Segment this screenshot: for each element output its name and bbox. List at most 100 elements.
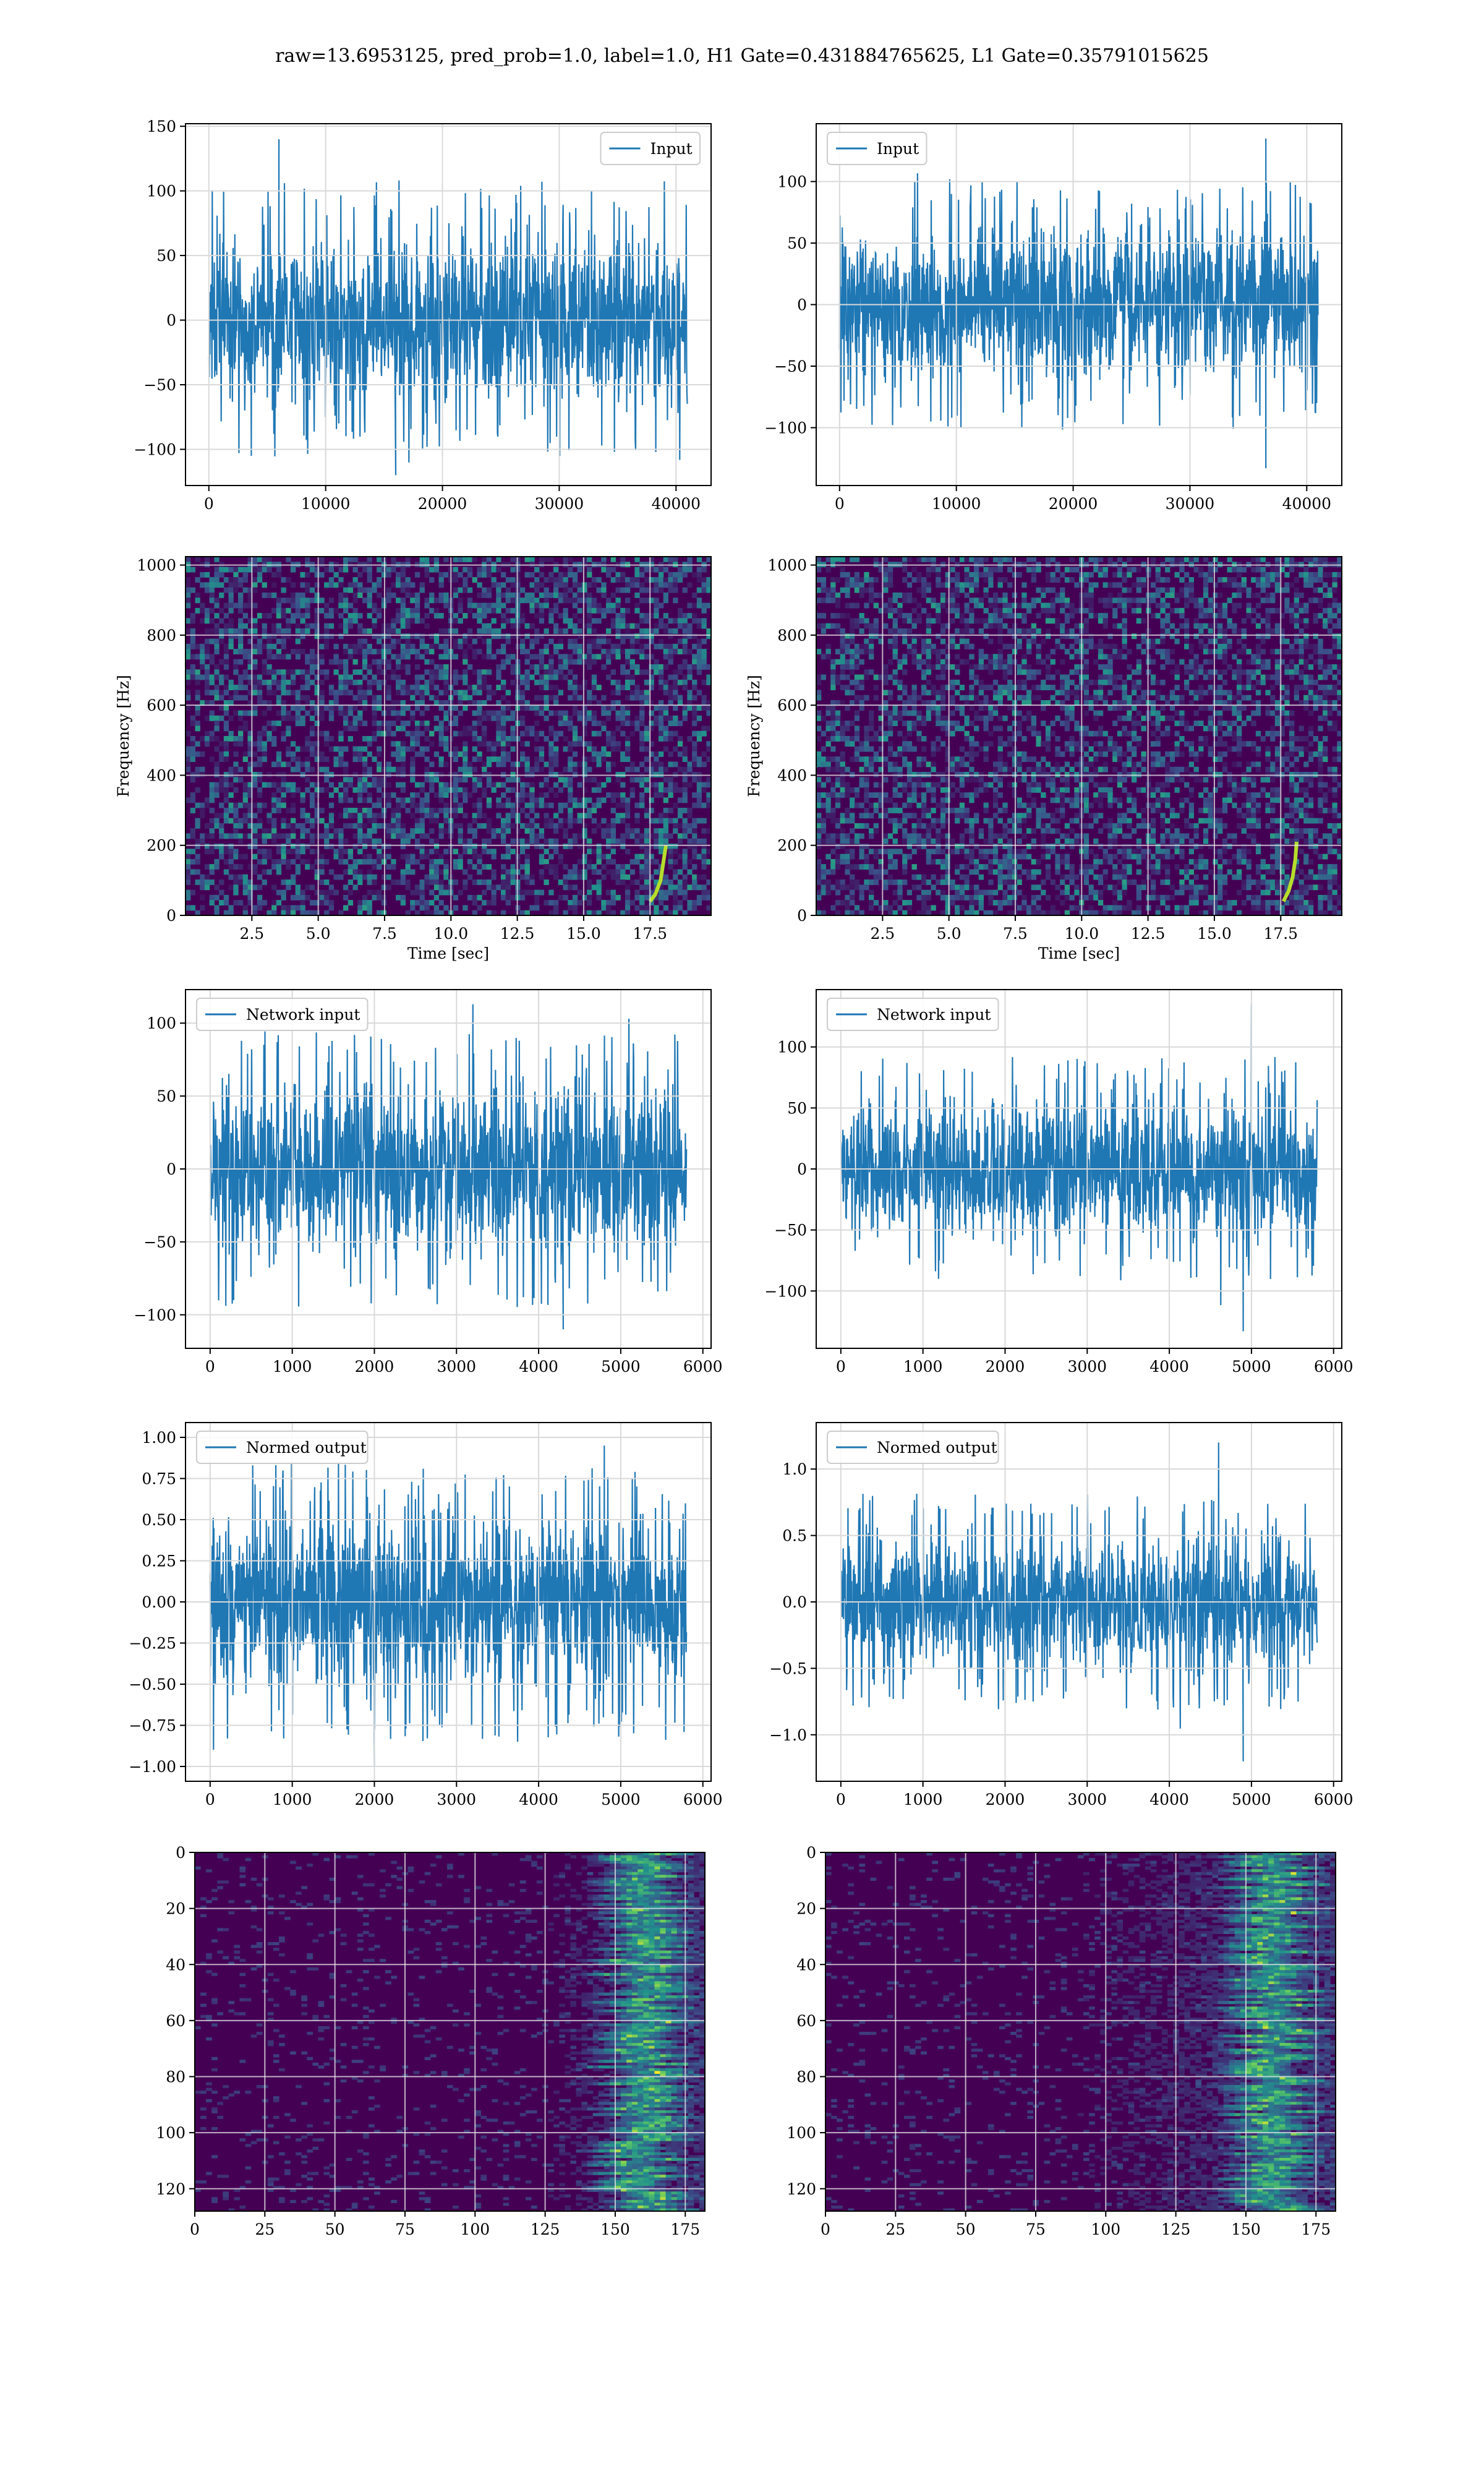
- x-tick-label: 6000: [1314, 1791, 1354, 1808]
- x-tick-label: 3000: [1067, 1358, 1107, 1376]
- chart-panel-r0c0: 0 10000 20000 30000 40000 150 100 50 0 −50 −100 Inp…: [134, 118, 712, 513]
- y-tick-label: 0: [806, 1844, 816, 1862]
- y-tick-label: 100: [777, 1038, 807, 1056]
- x-tick-label: 3000: [1067, 1791, 1107, 1808]
- y-tick-label: 60: [796, 2012, 816, 2030]
- figure-title: raw=13.6953125, pred_prob=1.0, label=1.0…: [275, 45, 1209, 67]
- x-tick-label: 30000: [1166, 495, 1215, 513]
- x-tick-label: 2.5: [239, 925, 264, 943]
- legend: Normed output: [196, 1431, 369, 1464]
- y-tick-label: 0.75: [142, 1470, 176, 1487]
- series-line: [840, 1442, 1318, 1761]
- y-axis-label: Frequency [Hz]: [745, 675, 763, 797]
- y-tick-label: 120: [787, 2180, 816, 2198]
- x-tick-label: 10.0: [1064, 925, 1099, 943]
- y-tick-label: 40: [796, 1956, 816, 1974]
- series-line: [838, 138, 1319, 469]
- x-tick-label: 12.5: [1131, 925, 1166, 943]
- y-tick-label: −1.00: [129, 1758, 176, 1776]
- x-tick-label: 25: [885, 2220, 905, 2238]
- x-tick-label: 0: [205, 1358, 215, 1376]
- chart-panel-r1c0: 2.5 5.0 7.5 10.0 12.5 15.0 17.5 0 200 400 600 800 10…: [114, 556, 712, 962]
- y-tick-label: 80: [796, 2068, 816, 2086]
- legend-label: Input: [877, 140, 919, 158]
- x-tick-label: 20000: [1049, 495, 1098, 513]
- x-tick-label: 4000: [1149, 1358, 1189, 1376]
- y-tick-label: −100: [134, 441, 176, 459]
- y-axis-label: Frequency [Hz]: [114, 675, 132, 797]
- y-tick-label: 0: [797, 296, 807, 314]
- x-tick-label: 6000: [683, 1791, 723, 1808]
- y-tick-label: 1.0: [782, 1460, 807, 1478]
- chart-panel-r3c1: 0 1000 2000 3000 4000 5000 6000 1.0 0.5 0.0 −0.5 −1…: [769, 1422, 1354, 1808]
- x-tick-label: 5000: [601, 1791, 641, 1808]
- x-tick-label: 4000: [519, 1358, 558, 1376]
- plot-area: [816, 1423, 1342, 1781]
- y-tick-label: 0.0: [782, 1593, 807, 1611]
- legend-box: [196, 998, 369, 1031]
- axes-frame: [185, 123, 712, 486]
- x-tick-label: 6000: [683, 1358, 723, 1376]
- x-tick-label: 20000: [418, 495, 467, 513]
- x-tick-label: 150: [600, 2220, 630, 2238]
- x-tick-label: 100: [1091, 2220, 1120, 2238]
- chart-panel-r4c1: 0 25 50 75 100 125 150 175 0 20 40 60 80 100 120: [787, 1844, 1336, 2238]
- legend-label: Input: [650, 140, 693, 158]
- y-tick-label: −100: [134, 1306, 176, 1324]
- y-tick-label: −0.50: [129, 1676, 176, 1693]
- x-tick-label: 2000: [355, 1358, 394, 1376]
- plot-area: [186, 124, 711, 486]
- x-tick-label: 40000: [1282, 495, 1332, 513]
- x-tick-label: 75: [395, 2220, 415, 2238]
- y-tick-label: −100: [764, 419, 807, 437]
- x-tick-label: 30000: [535, 495, 584, 513]
- legend: Network input: [827, 998, 999, 1031]
- y-tick-label: 0.50: [142, 1511, 176, 1529]
- legend-box: [827, 1431, 999, 1464]
- y-tick-label: 0: [797, 907, 807, 925]
- x-tick-label: 12.5: [500, 925, 535, 943]
- y-tick-label: 200: [147, 837, 176, 855]
- plot-area: [186, 557, 711, 915]
- x-tick-label: 40000: [652, 495, 701, 513]
- x-tick-label: 6000: [1314, 1358, 1354, 1376]
- y-tick-label: 150: [147, 118, 176, 135]
- y-tick-label: 0: [797, 1160, 807, 1178]
- series-line: [208, 139, 688, 476]
- y-tick-label: −50: [774, 1222, 807, 1239]
- y-tick-label: 0.5: [782, 1527, 807, 1545]
- legend: Input: [600, 132, 701, 165]
- x-tick-label: 17.5: [633, 925, 667, 943]
- legend-label: Network input: [877, 1006, 991, 1024]
- series-line: [840, 1004, 1318, 1332]
- y-tick-label: 20: [796, 1900, 816, 1918]
- x-tick-label: 0: [190, 2220, 200, 2238]
- y-tick-label: 1000: [767, 557, 807, 575]
- plot-area: [195, 1852, 705, 2211]
- x-tick-label: 15.0: [1197, 925, 1232, 943]
- x-tick-label: 75: [1026, 2220, 1046, 2238]
- x-tick-label: 0: [821, 2220, 830, 2238]
- legend-label: Normed output: [246, 1439, 367, 1457]
- x-tick-label: 5.0: [306, 925, 331, 943]
- x-tick-label: 4000: [1149, 1791, 1189, 1808]
- axes-frame: [194, 1852, 706, 2212]
- axes-frame: [185, 556, 712, 916]
- plot-area: [816, 990, 1342, 1348]
- y-tick-label: −50: [143, 376, 176, 394]
- chart-panel-r2c0: 0 1000 2000 3000 4000 5000 6000 100 50 0 −50 −100 Ne…: [134, 989, 723, 1376]
- x-tick-label: 10000: [932, 495, 981, 513]
- y-tick-label: −0.75: [129, 1717, 176, 1735]
- y-tick-label: 400: [147, 766, 176, 784]
- y-tick-label: 1.00: [142, 1429, 176, 1447]
- y-tick-label: 20: [166, 1900, 186, 1918]
- plot-area: [816, 557, 1342, 915]
- x-tick-label: 0: [836, 1791, 846, 1808]
- x-tick-label: 5000: [1232, 1791, 1271, 1808]
- x-tick-label: 15.0: [566, 925, 601, 943]
- chart-panel-r1c1: 2.5 5.0 7.5 10.0 12.5 15.0 17.5 0 200 400 600 800 10…: [745, 556, 1342, 962]
- x-tick-label: 5000: [1232, 1358, 1271, 1376]
- y-tick-label: 200: [777, 837, 807, 855]
- legend-label: Normed output: [877, 1439, 997, 1457]
